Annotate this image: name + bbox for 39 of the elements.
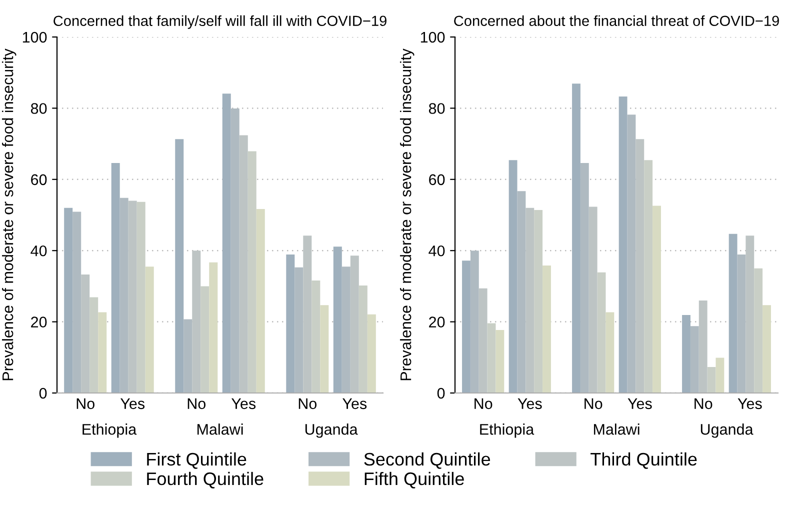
- legend-label: Third Quintile: [590, 452, 697, 469]
- text: Ethiopia: [82, 424, 137, 438]
- x-tick-label: Yes: [628, 398, 652, 410]
- y-tick-label: 20: [31, 316, 47, 328]
- x-tick-label: Yes: [342, 398, 367, 410]
- x-tick-label: Yes: [231, 398, 256, 410]
- legend-label: First Quintile: [147, 452, 246, 469]
- x-tick-label: No: [76, 398, 94, 410]
- y-tick-label: 0: [437, 388, 445, 399]
- y-tick-label: 40: [428, 245, 445, 256]
- text: Malawi: [197, 424, 243, 435]
- y-tick-label: 0: [39, 388, 47, 399]
- text: Malawi: [594, 424, 640, 435]
- y-tick-label: 80: [30, 103, 47, 114]
- x-tick-label: Yes: [738, 398, 762, 410]
- y-tick-label: 60: [429, 174, 445, 186]
- text: Ethiopia: [480, 424, 534, 438]
- y-tick-label: 60: [31, 174, 47, 186]
- y-tick-label: 20: [429, 316, 445, 328]
- legend-label: Fourth Quintile: [147, 472, 264, 488]
- y-axis-title: Prevalence of moderate or severe food insecurity: [400, 48, 414, 380]
- x-tick-label: No: [474, 398, 492, 410]
- legend-label: Fifth Quintile: [364, 472, 464, 488]
- text: Uganda: [700, 424, 754, 438]
- y-tick-label: 40: [30, 245, 47, 256]
- y-tick-label: 80: [428, 103, 445, 114]
- x-tick-label: No: [694, 398, 712, 410]
- x-tick-label: Yes: [120, 398, 145, 410]
- y-axis-title: Prevalence of moderate or severe food insecurity: [2, 48, 16, 380]
- y-tick-label: 100: [22, 32, 47, 43]
- x-tick-label: No: [298, 398, 317, 410]
- y-tick-label: 100: [420, 32, 445, 43]
- text: Uganda: [305, 424, 358, 438]
- chart-title: Concerned that family/self will fall ill with COVID−19: [54, 15, 386, 29]
- legend-label: Second Quintile: [364, 452, 490, 469]
- x-tick-label: No: [584, 398, 602, 410]
- x-tick-label: No: [188, 398, 206, 410]
- chart-title: Concerned about the financial threat of COVID−19: [454, 15, 779, 26]
- x-tick-label: Yes: [518, 398, 542, 410]
